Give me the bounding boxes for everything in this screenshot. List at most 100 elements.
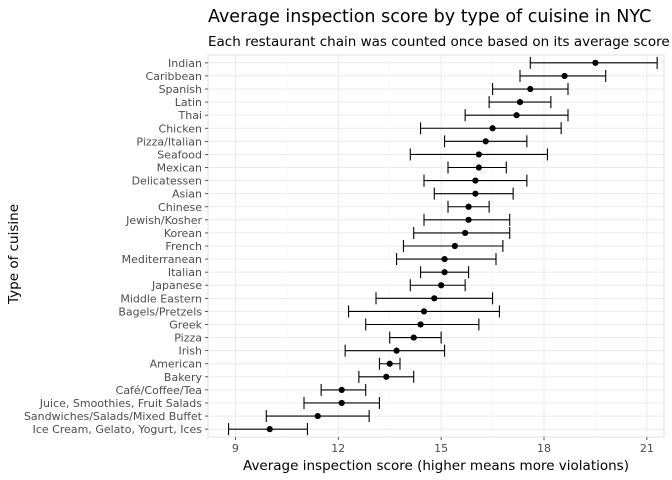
cuisine-mark xyxy=(423,213,511,226)
mean-point xyxy=(475,164,482,171)
x-tick-label: 21 xyxy=(640,442,654,455)
y-tick-label: Delicatessen xyxy=(132,175,202,188)
mean-point xyxy=(465,203,472,210)
cuisine-mark xyxy=(423,174,528,187)
cuisine-mark xyxy=(396,253,497,266)
y-tick-label: Greek xyxy=(169,318,202,331)
plot-panel xyxy=(207,54,665,438)
x-tick-label: 18 xyxy=(537,442,551,455)
cuisine-mark xyxy=(344,344,446,357)
y-tick-label: Jewish/Kosher xyxy=(125,214,202,227)
cuisine-mark xyxy=(358,370,415,383)
cuisine-mark xyxy=(420,266,470,279)
cuisine-mark xyxy=(303,396,380,409)
y-tick-label: Chinese xyxy=(158,201,202,214)
mean-point xyxy=(482,138,489,145)
mean-point xyxy=(314,412,321,420)
mean-point xyxy=(441,269,448,276)
y-tick-label: Caribbean xyxy=(146,70,202,83)
cuisine-mark xyxy=(389,331,442,344)
cuisine-mark xyxy=(433,187,514,200)
cuisine-mark xyxy=(365,318,480,331)
cuisine-mark xyxy=(402,240,504,252)
mean-point xyxy=(489,125,496,132)
mean-point xyxy=(441,255,448,263)
mean-point xyxy=(431,295,438,302)
mean-point xyxy=(338,399,345,407)
x-axis-title: Average inspection score (higher means m… xyxy=(243,458,629,474)
mean-point xyxy=(393,347,400,354)
cuisine-mark xyxy=(420,122,562,135)
mean-point xyxy=(516,98,524,106)
x-axis: 9 12 15 18 21 xyxy=(232,437,654,455)
y-tick-label: Japanese xyxy=(151,279,202,292)
cuisine-mark xyxy=(413,226,511,239)
cuisine-mark xyxy=(529,56,658,69)
y-tick-label: Middle Eastern xyxy=(120,292,202,305)
y-tick-label: Thai xyxy=(178,109,203,122)
y-tick-label: Korean xyxy=(164,227,202,240)
y-tick-label: Juice, Smoothies, Fruit Salads xyxy=(39,397,202,410)
cuisine-mark xyxy=(447,200,490,213)
mean-point xyxy=(386,360,393,367)
x-tick-label: 9 xyxy=(232,442,239,455)
mean-point xyxy=(475,151,482,158)
cuisine-mark xyxy=(409,279,466,292)
mean-point xyxy=(420,308,428,315)
y-tick-label: Spanish xyxy=(159,83,202,96)
mean-point xyxy=(513,112,520,119)
cuisine-mark xyxy=(447,161,507,174)
mean-point xyxy=(451,242,458,250)
y-tick-label: Irish xyxy=(178,345,202,358)
y-tick-label: Asian xyxy=(172,188,202,201)
cuisine-mark xyxy=(444,135,528,148)
y-tick-label: Sandwiches/Salads/Mixed Buffet xyxy=(24,410,203,423)
cuisine-mark xyxy=(265,410,370,423)
chart-subtitle: Each restaurant chain was counted once b… xyxy=(208,34,670,50)
y-axis-title: Type of cuisine xyxy=(6,204,22,305)
cuisine-mark xyxy=(228,423,308,436)
y-tick-label: Bakery xyxy=(164,371,203,384)
mean-point xyxy=(472,190,479,197)
cuisine-mark xyxy=(464,109,569,122)
mean-point xyxy=(527,85,534,93)
y-tick-label: Indian xyxy=(168,57,202,70)
y-tick-label: Pizza xyxy=(174,332,202,345)
cuisine-mark xyxy=(409,148,548,161)
y-tick-label: Pizza/Italian xyxy=(136,135,202,148)
cuisine-mark xyxy=(492,83,569,96)
y-tick-label: Ice Cream, Gelato, Yogurt, Ices xyxy=(33,423,203,436)
y-tick-label: French xyxy=(165,240,202,253)
cuisine-mark xyxy=(375,292,494,305)
x-tick-label: 12 xyxy=(331,442,345,455)
mean-point xyxy=(417,321,424,328)
cuisine-mark xyxy=(378,357,401,370)
mean-point xyxy=(438,282,445,289)
x-tick-label: 15 xyxy=(434,442,448,455)
cuisine-mark xyxy=(320,383,367,396)
cuisine-mark xyxy=(519,69,607,82)
mean-point xyxy=(472,177,479,184)
y-tick-label: American xyxy=(150,358,202,371)
mean-point xyxy=(561,72,568,80)
cuisine-mark xyxy=(348,305,500,318)
data-marks xyxy=(228,56,658,436)
y-tick-label: Chicken xyxy=(159,122,203,135)
cuisine-mark xyxy=(488,96,552,109)
y-axis: IndianCaribbeanSpanishLatinThaiChickenPi… xyxy=(24,57,208,436)
mean-point xyxy=(266,426,273,433)
y-tick-label: Italian xyxy=(168,266,202,279)
y-tick-label: Café/Coffee/Tea xyxy=(116,384,202,397)
y-tick-label: Mexican xyxy=(157,162,202,175)
y-tick-label: Seafood xyxy=(157,148,202,161)
mean-point xyxy=(465,216,472,223)
mean-point xyxy=(338,386,345,394)
mean-point xyxy=(592,59,599,66)
mean-point xyxy=(462,229,469,237)
mean-point xyxy=(410,334,417,341)
y-tick-label: Mediterranean xyxy=(122,253,202,266)
mean-point xyxy=(383,373,390,380)
y-tick-label: Latin xyxy=(175,96,202,109)
chart-title: Average inspection score by type of cuis… xyxy=(208,7,651,27)
